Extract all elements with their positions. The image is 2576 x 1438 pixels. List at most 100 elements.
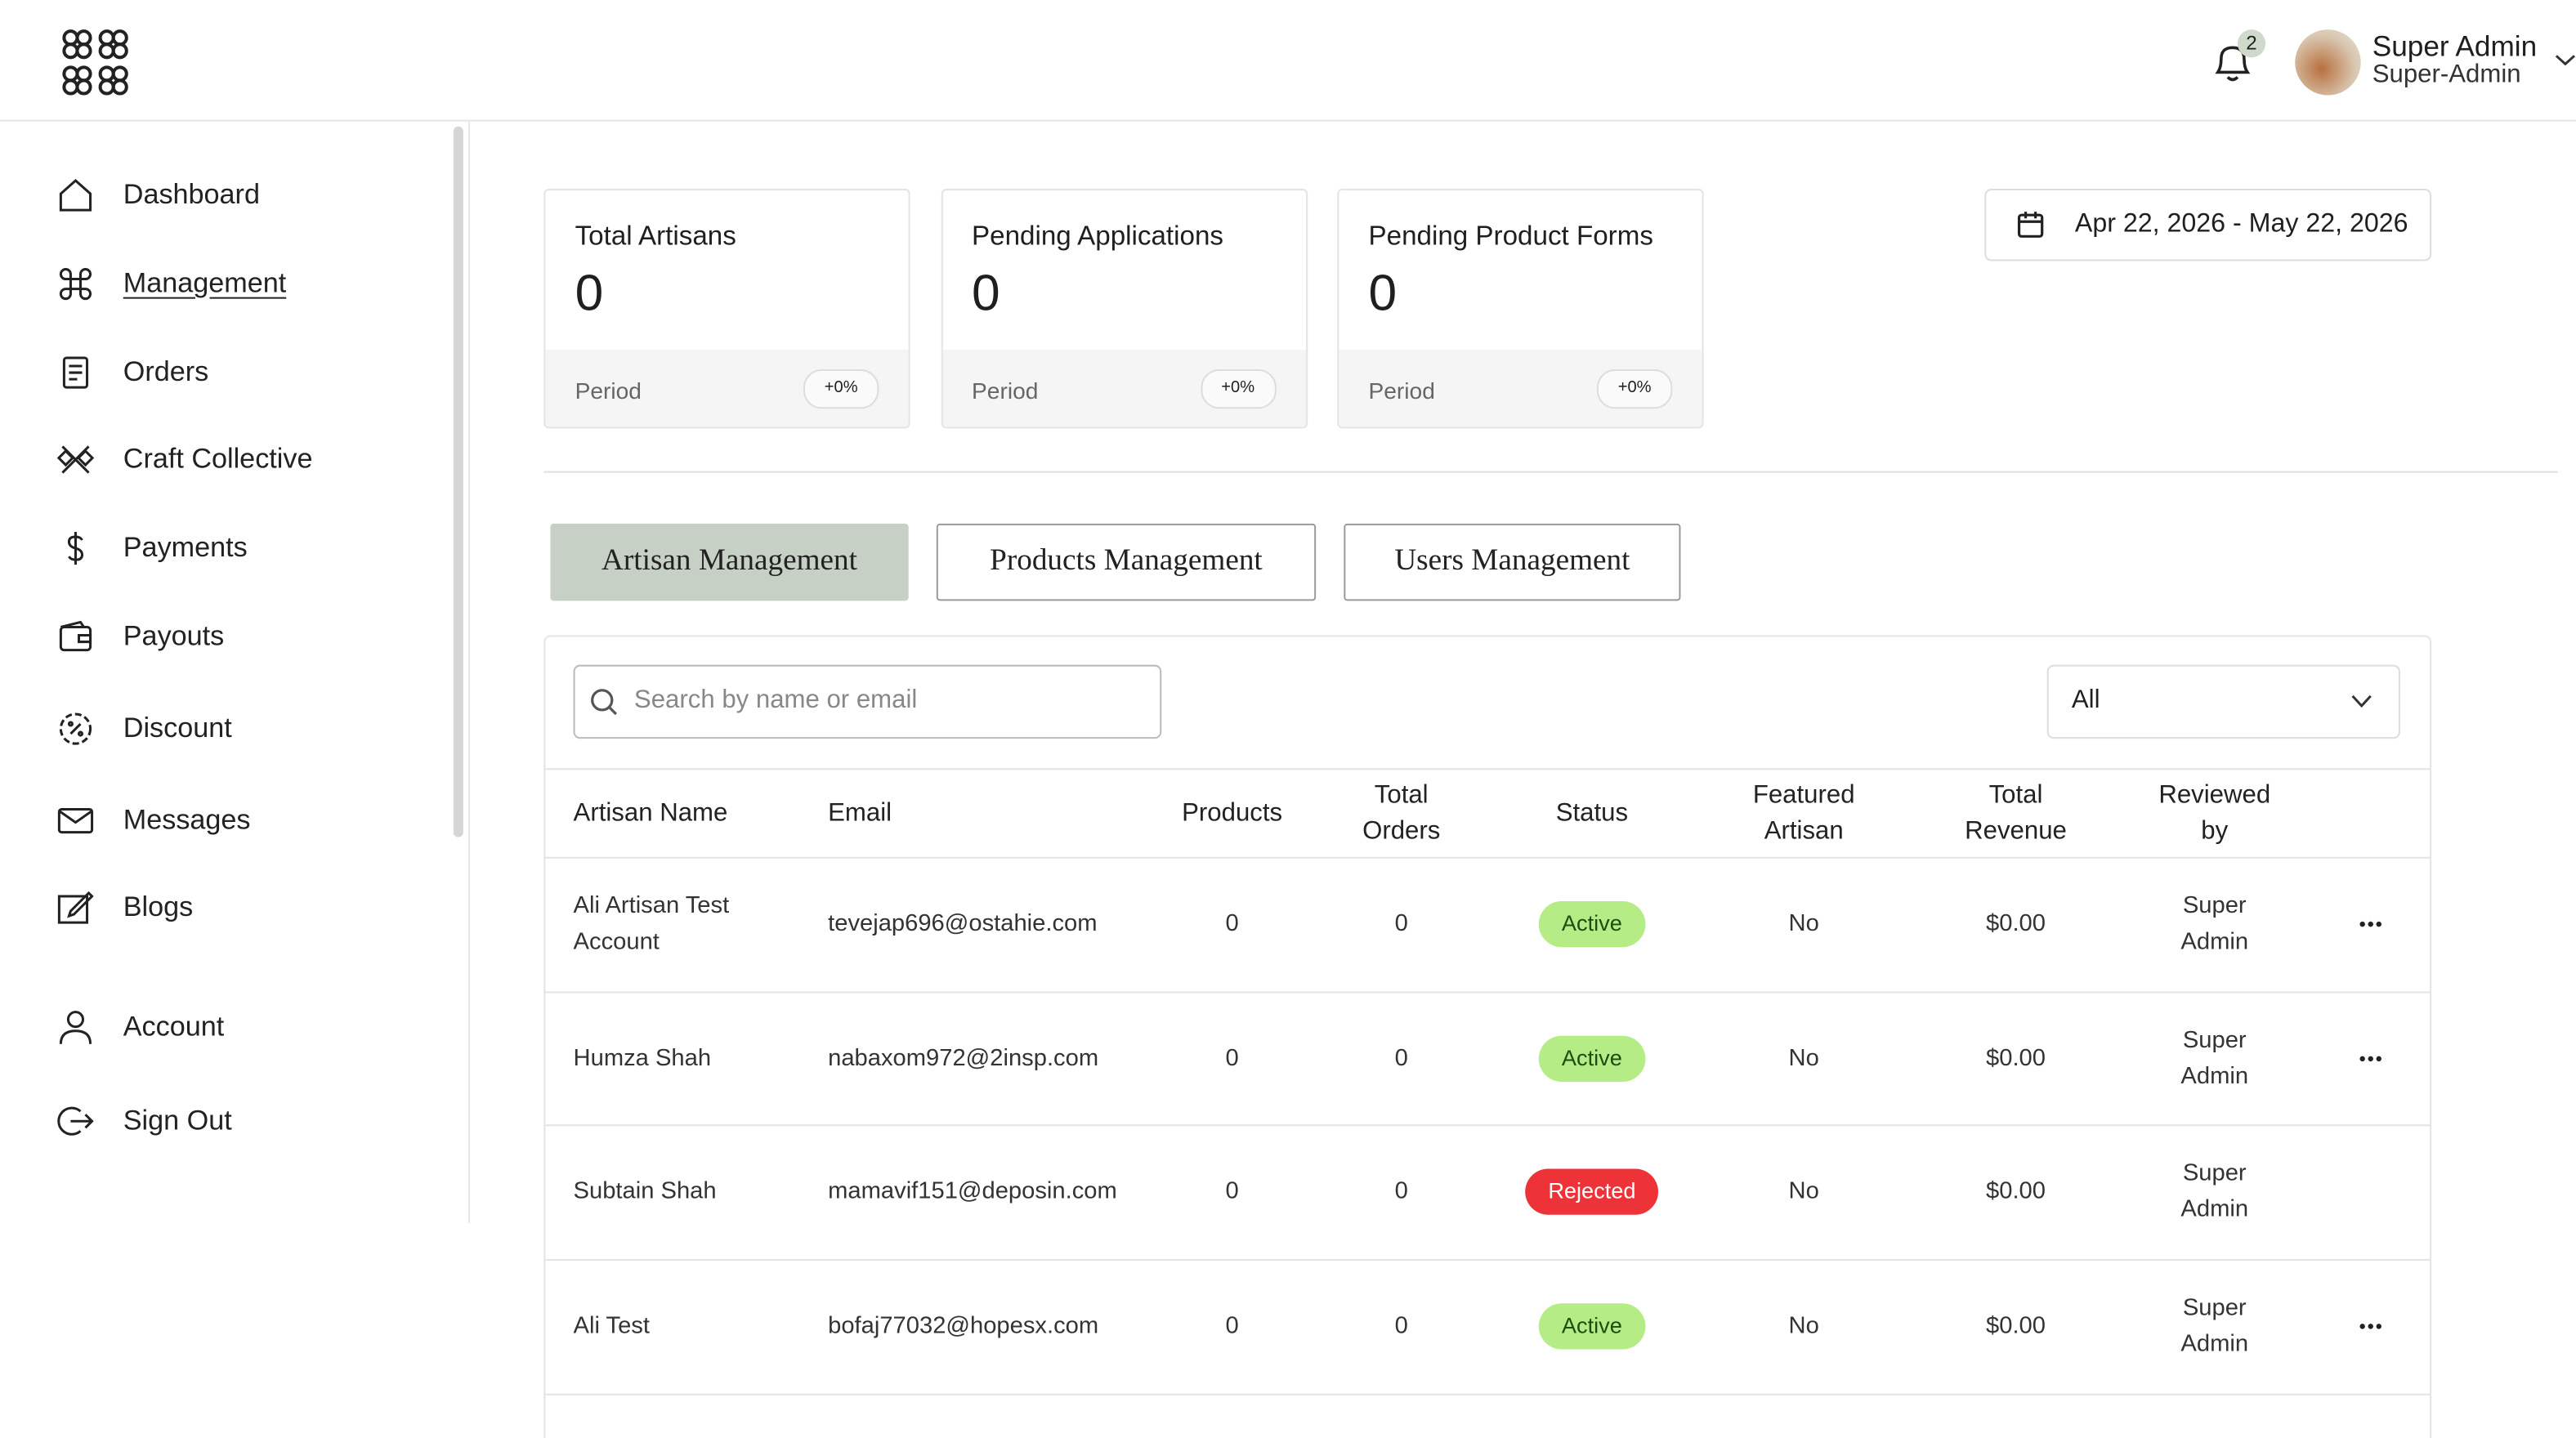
column-header: Products bbox=[1182, 798, 1283, 827]
table-cell: Subtain Shah bbox=[573, 1179, 717, 1206]
table-cell: 0 bbox=[1225, 1313, 1239, 1340]
nav-icon bbox=[62, 356, 89, 389]
date-range-picker[interactable]: Apr 22, 2026 - May 22, 2026 bbox=[1984, 189, 2432, 261]
table-cell: nabaxom972@2insp.com bbox=[828, 1044, 1099, 1072]
user-menu-chevron[interactable] bbox=[2555, 52, 2576, 69]
nav-icon bbox=[59, 178, 92, 212]
table-cell: No bbox=[1788, 1044, 1819, 1072]
nav-item[interactable]: Account bbox=[123, 1011, 225, 1043]
nav-item[interactable]: Messages bbox=[123, 804, 251, 836]
status-filter-value: All bbox=[2071, 686, 2100, 714]
nav-item[interactable]: Orders bbox=[123, 355, 209, 388]
stat-value: 0 bbox=[1368, 264, 1398, 322]
nav-item[interactable]: Dashboard bbox=[123, 178, 260, 211]
table-cell: Ali Test bbox=[573, 1313, 651, 1340]
nav-item[interactable]: Payouts bbox=[123, 620, 225, 652]
row-divider bbox=[545, 990, 2431, 993]
change-pill: +0% bbox=[1596, 369, 1673, 409]
stat-card: +0% Pending Applications 0 Period bbox=[940, 189, 1308, 429]
notification-count: 2 bbox=[2237, 29, 2266, 58]
change-pill: +0% bbox=[1200, 369, 1276, 409]
period-label: Period bbox=[1368, 377, 1435, 404]
tab[interactable]: Artisan Management bbox=[550, 523, 909, 601]
table-cell: No bbox=[1788, 910, 1819, 937]
nav-icon bbox=[56, 445, 95, 474]
nav-icon bbox=[59, 620, 92, 652]
search-icon bbox=[591, 689, 617, 716]
table-cell: $0.00 bbox=[1986, 1313, 2046, 1340]
nav-item[interactable]: Payments bbox=[123, 531, 248, 564]
nav-item[interactable]: Sign Out bbox=[123, 1105, 232, 1137]
stat-value: 0 bbox=[972, 264, 1000, 322]
stat-card-footer: +0% bbox=[941, 349, 1306, 427]
stat-card: +0% Pending Product Forms 0 Period bbox=[1337, 189, 1704, 429]
table-cell: $0.00 bbox=[1986, 910, 2046, 937]
nav-icon bbox=[57, 1106, 94, 1136]
calendar-icon bbox=[2017, 212, 2044, 238]
avatar[interactable] bbox=[2295, 29, 2361, 96]
nav-item[interactable]: Blogs bbox=[123, 891, 194, 923]
row-divider bbox=[545, 1259, 2431, 1262]
table-cell: Super Admin bbox=[2180, 892, 2249, 955]
table-cell: tevejap696@ostahie.com bbox=[828, 910, 1098, 937]
column-header: Reviewed by bbox=[2158, 780, 2271, 845]
row-divider bbox=[545, 1125, 2431, 1128]
table-cell: 0 bbox=[1225, 910, 1239, 937]
stat-card: +0% Total Artisans 0 Period bbox=[543, 189, 910, 429]
table-cell: $0.00 bbox=[1986, 1179, 2046, 1206]
divider bbox=[543, 471, 2558, 473]
row-divider bbox=[545, 768, 2431, 770]
table-cell: mamavif151@deposin.com bbox=[828, 1179, 1117, 1206]
nav-icon bbox=[67, 531, 84, 565]
nav-icon bbox=[59, 712, 92, 745]
stat-title: Total Artisans bbox=[575, 221, 736, 252]
nav-item[interactable]: Discount bbox=[123, 712, 232, 744]
sidebar-border bbox=[467, 119, 470, 1223]
status-filter[interactable]: All bbox=[2046, 664, 2400, 739]
sidebar-scrollbar[interactable] bbox=[453, 126, 463, 837]
row-actions[interactable] bbox=[2358, 1321, 2384, 1331]
column-header: Total Orders bbox=[1362, 780, 1441, 845]
stat-title: Pending Product Forms bbox=[1368, 221, 1653, 252]
table-cell: Super Admin bbox=[2180, 1295, 2249, 1358]
table-cell: 0 bbox=[1394, 1313, 1408, 1340]
search-input[interactable]: Search by name or email bbox=[573, 664, 1162, 739]
table-cell: 0 bbox=[1225, 1044, 1239, 1072]
table-cell: $0.00 bbox=[1986, 1044, 2046, 1072]
nav-item[interactable]: Craft Collective bbox=[123, 443, 313, 475]
date-range-text: Apr 22, 2026 - May 22, 2026 bbox=[2074, 210, 2408, 239]
period-label: Period bbox=[575, 377, 642, 404]
status-badge: Active bbox=[1538, 900, 1645, 947]
tab[interactable]: Products Management bbox=[936, 523, 1317, 601]
column-header: Featured Artisan bbox=[1752, 780, 1855, 845]
table-cell: 0 bbox=[1394, 910, 1408, 937]
nav-icon bbox=[59, 268, 92, 301]
notification-bell[interactable] bbox=[2212, 39, 2254, 85]
nav-item[interactable]: Management bbox=[123, 267, 287, 299]
table-cell: 0 bbox=[1394, 1044, 1408, 1072]
logo[interactable] bbox=[59, 26, 131, 98]
stat-value: 0 bbox=[575, 264, 604, 322]
column-header: Artisan Name bbox=[573, 798, 728, 827]
table-cell: No bbox=[1788, 1179, 1819, 1206]
status-badge: Rejected bbox=[1525, 1168, 1659, 1216]
tab[interactable]: Users Management bbox=[1344, 523, 1681, 601]
period-label: Period bbox=[972, 377, 1039, 404]
stat-card-footer: +0% bbox=[1339, 349, 1702, 427]
user-name: Super Admin bbox=[2372, 29, 2538, 63]
table-cell: Super Admin bbox=[2180, 1160, 2249, 1224]
table-cell: bofaj77032@hopesx.com bbox=[828, 1313, 1099, 1340]
table-cell: Ali Artisan Test Account bbox=[573, 892, 730, 955]
column-header: Status bbox=[1555, 798, 1629, 827]
column-header: Email bbox=[828, 798, 892, 827]
status-badge: Active bbox=[1538, 1303, 1645, 1350]
row-actions[interactable] bbox=[2358, 919, 2384, 929]
row-actions[interactable] bbox=[2358, 1053, 2384, 1063]
table-cell: 0 bbox=[1225, 1179, 1239, 1206]
dropdown-chevron bbox=[2351, 694, 2372, 708]
status-badge: Active bbox=[1538, 1034, 1645, 1082]
stat-title: Pending Applications bbox=[972, 221, 1224, 252]
